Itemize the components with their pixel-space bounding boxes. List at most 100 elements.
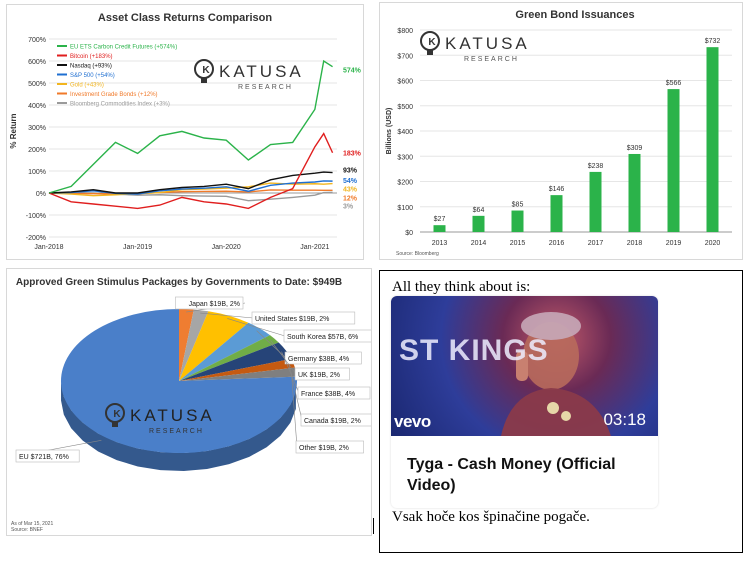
source-note: Source: BNEF bbox=[11, 527, 43, 533]
logo-sub: RESEARCH bbox=[238, 84, 293, 91]
stimulus-panel: Approved Green Stimulus Packages by Gove… bbox=[6, 268, 379, 536]
leader-line bbox=[227, 318, 286, 337]
x-tick-labels: Jan-2018 Jan-2019 Jan-2020 Jan-2021 bbox=[34, 244, 329, 251]
leader-line bbox=[291, 372, 298, 448]
end-value-label: 12% bbox=[343, 195, 358, 202]
x-tick-label: Jan-2019 bbox=[123, 244, 152, 251]
green-bond-panel: Green Bond Issuances Billions (USD) $0 $1… bbox=[379, 2, 743, 260]
background-sign: ST KINGS bbox=[399, 334, 549, 367]
label-box bbox=[297, 386, 371, 400]
label-box bbox=[295, 440, 364, 454]
slice-label: Canada $19B, 2% bbox=[304, 418, 361, 425]
bar bbox=[433, 225, 446, 232]
x-tick-label: 2018 bbox=[627, 240, 643, 247]
series-line bbox=[48, 171, 333, 194]
bar-value-label: $309 bbox=[627, 145, 643, 152]
pie-slice bbox=[179, 358, 295, 381]
y-axis-label: Billions (USD) bbox=[386, 108, 393, 155]
label-box bbox=[15, 449, 80, 463]
y-tick-label: -200% bbox=[26, 235, 46, 242]
y-tick-label: 100% bbox=[28, 169, 46, 176]
y-tick-label: $700 bbox=[397, 53, 413, 60]
bar-value-label: $64 bbox=[473, 207, 485, 214]
series-line bbox=[48, 132, 334, 210]
video-title[interactable]: Tyga - Cash Money (Official Video) bbox=[407, 456, 616, 494]
slice-label: UK $19B, 2% bbox=[298, 372, 340, 379]
x-tick-label: 2017 bbox=[588, 240, 604, 247]
legend: EU ETS Carbon Credit Futures (+574%) Bitc… bbox=[57, 45, 177, 108]
x-tick-label: 2019 bbox=[666, 240, 682, 247]
bar-value-label: $146 bbox=[549, 186, 565, 193]
y-tick-label: 500% bbox=[28, 81, 46, 88]
vevo-logo: vevo bbox=[394, 412, 431, 431]
legend-label: S&P 500 (+54%) bbox=[70, 73, 115, 79]
pie-slice bbox=[179, 322, 270, 381]
x-tick-label: Jan-2021 bbox=[300, 244, 329, 251]
label-box bbox=[251, 311, 356, 325]
grid bbox=[420, 29, 732, 233]
y-axis-label: % Return bbox=[9, 113, 18, 148]
y-tick-label: 600% bbox=[28, 59, 46, 66]
bar-value-label: $732 bbox=[705, 38, 721, 45]
y-tick-label: $800 bbox=[397, 28, 413, 35]
y-tick-label: $500 bbox=[397, 104, 413, 111]
post-header-text: All they think about is: bbox=[392, 279, 531, 295]
bar-value-label: $85 bbox=[512, 202, 524, 209]
y-tick-label: $600 bbox=[397, 79, 413, 86]
pie-slice bbox=[179, 311, 249, 381]
x-tick-label: Jan-2020 bbox=[212, 244, 241, 251]
y-tick-label: $100 bbox=[397, 205, 413, 212]
stimulus-pie-chart: Approved Green Stimulus Packages by Gove… bbox=[11, 277, 379, 533]
end-value-labels: 574% 183% 93% 54% 43%12%3% bbox=[343, 68, 362, 211]
chart-title: Green Bond Issuances bbox=[515, 9, 634, 21]
end-value-label: 183% bbox=[343, 151, 362, 158]
y-tick-label: 0% bbox=[36, 191, 46, 198]
post-box: All they think about is: ST KINGS vevo 0… bbox=[379, 270, 743, 553]
slice-label: Germany $38B, 4% bbox=[288, 356, 349, 363]
asset-returns-panel: Asset Class Returns Comparison % Return … bbox=[6, 4, 364, 260]
performer-silhouette bbox=[501, 312, 611, 436]
end-value-label: 93% bbox=[343, 168, 358, 175]
x-tick-label: 2020 bbox=[705, 240, 721, 247]
slice-label: France $38B, 4% bbox=[301, 391, 355, 398]
katusa-logo: K KATUSA RESEARCH bbox=[105, 403, 212, 435]
y-tick-label: -100% bbox=[26, 213, 46, 220]
y-tick-labels: -200% -100% 0% 100% 200% 300% 400% 500% 600% 700% bbox=[26, 37, 46, 242]
end-value-label: 54% bbox=[343, 178, 358, 185]
logo-name: KATUSA bbox=[445, 34, 530, 53]
series-line bbox=[48, 180, 333, 195]
legend-label: Investment Grade Bonds (+12%) bbox=[70, 92, 158, 98]
katusa-logo: K KATUSA RESEARCH bbox=[420, 31, 530, 63]
as-of-note: As of Mar 15, 2021 bbox=[11, 521, 53, 527]
bar bbox=[628, 153, 641, 232]
leader-line bbox=[200, 312, 254, 319]
legend-label: Bitcoin (+183%) bbox=[70, 54, 113, 60]
y-tick-label: 400% bbox=[28, 103, 46, 110]
leader-line bbox=[256, 330, 287, 359]
pie-slice bbox=[179, 309, 209, 381]
logo-sub: RESEARCH bbox=[464, 56, 519, 63]
x-tick-label: 2014 bbox=[471, 240, 487, 247]
video-thumbnail[interactable]: ST KINGS vevo 03:18 bbox=[391, 296, 658, 436]
bars: $27 2013 $64 2014 $85 2015 $146 2016 $238 2017 $30… bbox=[432, 38, 721, 247]
asset-returns-chart: Asset Class Returns Comparison % Return … bbox=[9, 12, 362, 251]
bar-value-label: $27 bbox=[434, 216, 446, 223]
y-tick-label: 700% bbox=[28, 37, 46, 44]
bar bbox=[550, 195, 563, 232]
logo-name: KATUSA bbox=[219, 62, 304, 81]
end-value-label: 574% bbox=[343, 68, 362, 75]
svg-text:K: K bbox=[113, 409, 121, 420]
x-tick-label: 2013 bbox=[432, 240, 448, 247]
logo-sub: RESEARCH bbox=[149, 428, 204, 435]
slice-label: United States $19B, 2% bbox=[255, 316, 329, 323]
bar-value-label: $238 bbox=[588, 163, 604, 170]
leader-line bbox=[288, 363, 303, 421]
y-tick-label: $200 bbox=[397, 180, 413, 187]
label-box bbox=[294, 367, 350, 381]
series-line bbox=[48, 59, 333, 194]
y-tick-labels: $0 $100 $200 $300 $400 $500 $600 $700 $800 bbox=[397, 28, 413, 237]
video-embed-card[interactable]: ST KINGS vevo 03:18 Tyga - Cash Money (O… bbox=[391, 296, 658, 508]
slice-labels: EU $721B, 76% Japan $19B, 2% United States… bbox=[15, 296, 379, 463]
legend-label: Nasdaq (+93%) bbox=[70, 64, 112, 70]
svg-text:K: K bbox=[202, 65, 210, 76]
